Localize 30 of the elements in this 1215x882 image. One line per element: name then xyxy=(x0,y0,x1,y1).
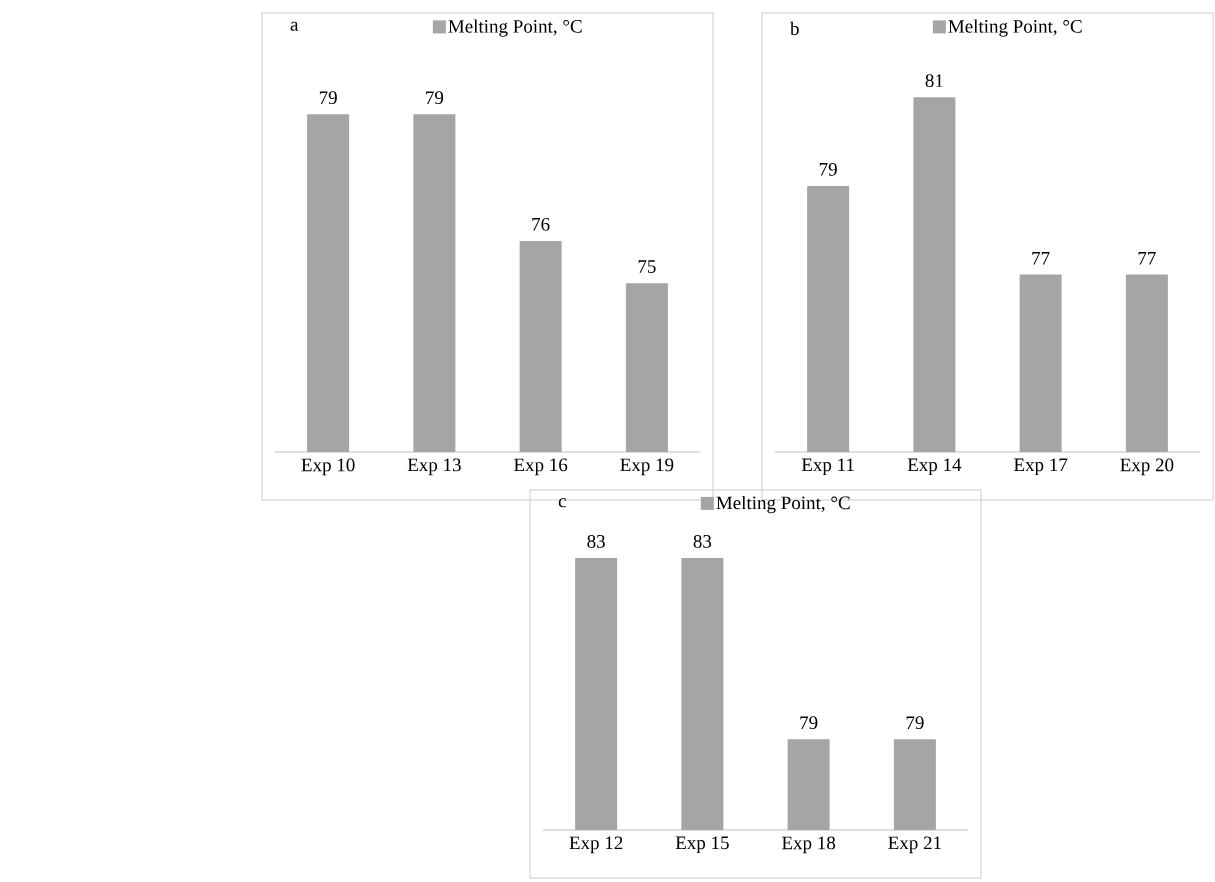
data-label: 81 xyxy=(925,74,943,88)
chart-title: b xyxy=(790,21,799,36)
x-tick-label: Exp 14 xyxy=(907,458,962,476)
data-label: 79 xyxy=(906,716,924,730)
x-tick-label: Exp 15 xyxy=(675,836,729,854)
legend-label: Melting Point, °C xyxy=(448,19,582,37)
x-tick-label: Exp 20 xyxy=(1120,458,1174,476)
x-tick-label: Exp 21 xyxy=(888,836,941,854)
data-label: 77 xyxy=(1032,251,1050,265)
x-tick-label: Exp 10 xyxy=(301,458,355,476)
data-label: 79 xyxy=(800,716,818,730)
data-label: 83 xyxy=(587,534,605,548)
x-tick-label: Exp 12 xyxy=(569,836,623,854)
x-tick-label: Exp 17 xyxy=(1014,458,1068,476)
x-tick-label: Exp 16 xyxy=(514,458,568,476)
data-label: 83 xyxy=(693,534,712,548)
x-tick-label: Exp 13 xyxy=(407,458,461,476)
chart-title: c xyxy=(558,498,566,508)
x-tick-label: Exp 11 xyxy=(801,458,854,476)
data-label: 75 xyxy=(638,260,656,273)
legend-label: Melting Point, °C xyxy=(716,495,850,514)
x-tick-label: Exp 19 xyxy=(620,458,674,476)
data-label: 79 xyxy=(426,91,444,105)
data-label: 77 xyxy=(1138,251,1156,265)
x-tick-label: Exp 18 xyxy=(782,836,836,854)
data-label: 76 xyxy=(532,217,550,231)
chart-title: a xyxy=(290,21,299,31)
legend-label: Melting Point, °C xyxy=(948,19,1082,37)
data-label: 79 xyxy=(819,162,837,176)
data-label: 79 xyxy=(319,91,337,105)
